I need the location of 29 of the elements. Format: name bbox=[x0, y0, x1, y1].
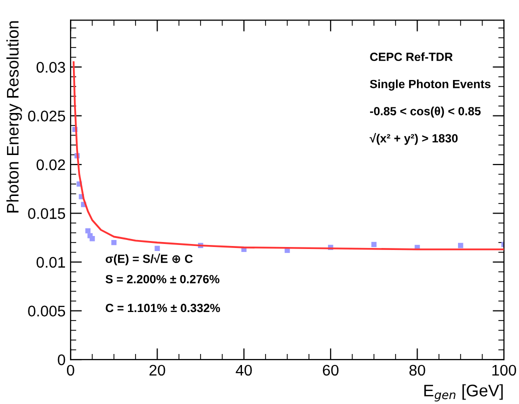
annotation: S = 2.200% ± 0.276% bbox=[106, 274, 220, 284]
point bbox=[85, 228, 91, 234]
y-tick-label: 0.01 bbox=[36, 256, 65, 268]
y-tick-label: 0.02 bbox=[36, 159, 65, 170]
y-tick-label: 0 bbox=[58, 354, 66, 366]
line-series bbox=[72, 61, 504, 250]
annotation: √(x² + y²) > 1830 bbox=[370, 133, 458, 145]
x-axis-title: E$_{gen}$ [GeV] bbox=[424, 384, 503, 402]
x-tick-label: 0 bbox=[66, 364, 74, 376]
y-tick-label: 0.015 bbox=[28, 208, 66, 219]
point bbox=[111, 240, 117, 246]
point bbox=[90, 236, 95, 242]
y-tick-label: 0.005 bbox=[28, 306, 66, 316]
x-tick-label: 40 bbox=[236, 364, 252, 376]
x-tick-label: 20 bbox=[150, 364, 166, 376]
point bbox=[458, 242, 464, 248]
y-tick-label: 0.03 bbox=[36, 62, 66, 73]
x-tick-label: 100 bbox=[492, 364, 516, 376]
point bbox=[154, 246, 160, 251]
annotation: CEPC Ref-TDR bbox=[370, 52, 453, 62]
point bbox=[371, 242, 377, 248]
x-tick-label: 60 bbox=[322, 364, 339, 376]
annotation: C = 1.101% ± 0.332% bbox=[106, 304, 220, 312]
annotation: σ(E) = S/√E ⊕ C bbox=[106, 254, 193, 266]
x-tick-label: 80 bbox=[409, 364, 426, 376]
annotation: -0.85 < cos(θ) < 0.85 bbox=[370, 106, 481, 118]
y-axis-title: Photon Energy Resolution bbox=[6, 21, 22, 212]
y-tick-label: 0.025 bbox=[28, 110, 66, 122]
annotation: Single Photon Events bbox=[370, 80, 490, 91]
